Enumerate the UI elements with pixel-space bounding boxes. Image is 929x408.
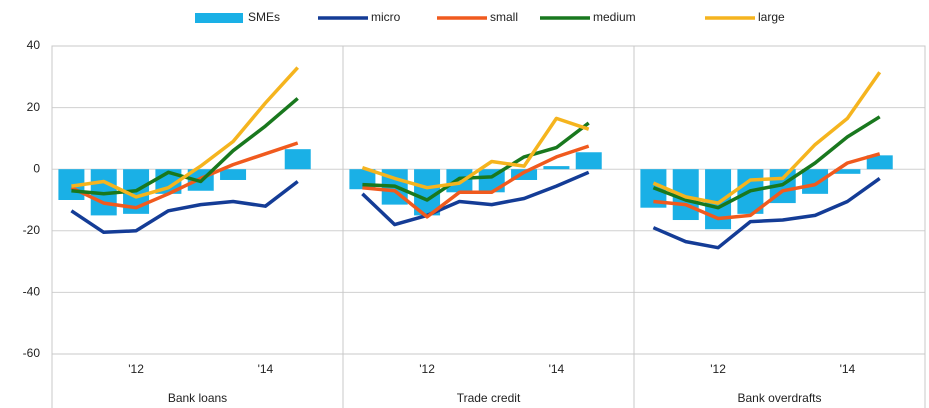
- bar: [543, 166, 570, 170]
- legend-label: SMEs: [248, 10, 280, 24]
- line-series: [362, 121, 590, 202]
- x-tick-label: '14: [258, 362, 274, 376]
- legend-label: large: [758, 10, 785, 24]
- x-tick-label: '14: [840, 362, 856, 376]
- line-series: [652, 176, 881, 250]
- line-series: [71, 66, 299, 199]
- y-tick-label: 0: [33, 161, 40, 175]
- line-series: [70, 141, 299, 210]
- line-series: [361, 170, 590, 227]
- bar: [446, 169, 473, 193]
- line-series: [361, 116, 590, 190]
- line-series: [70, 180, 299, 235]
- bar: [575, 152, 602, 170]
- legend-swatch: [195, 13, 243, 23]
- legend-label: medium: [593, 10, 636, 24]
- y-tick-label: -40: [23, 285, 41, 299]
- bar: [802, 169, 829, 194]
- y-tick-label: -60: [23, 346, 41, 360]
- legend-label: small: [490, 10, 518, 24]
- bar: [511, 169, 538, 180]
- bar: [866, 155, 893, 170]
- bar: [705, 169, 732, 230]
- legend-label: micro: [371, 10, 401, 24]
- x-tick-label: '12: [128, 362, 144, 376]
- x-tick-label: '14: [549, 362, 565, 376]
- bar: [834, 169, 861, 174]
- panel-title: Bank overdrafts: [737, 391, 821, 405]
- x-tick-label: '12: [710, 362, 726, 376]
- line-series: [652, 115, 881, 210]
- line-series: [362, 144, 590, 219]
- bar: [284, 149, 311, 170]
- x-tick-label: '12: [419, 362, 435, 376]
- bar: [220, 169, 247, 180]
- line-series: [652, 71, 882, 205]
- panel-title: Trade credit: [457, 391, 521, 405]
- y-tick-label: 40: [27, 38, 41, 52]
- line-series: [653, 152, 881, 221]
- y-tick-label: -20: [23, 223, 41, 237]
- y-tick-label: 20: [27, 100, 41, 114]
- panel-title: Bank loans: [168, 391, 227, 405]
